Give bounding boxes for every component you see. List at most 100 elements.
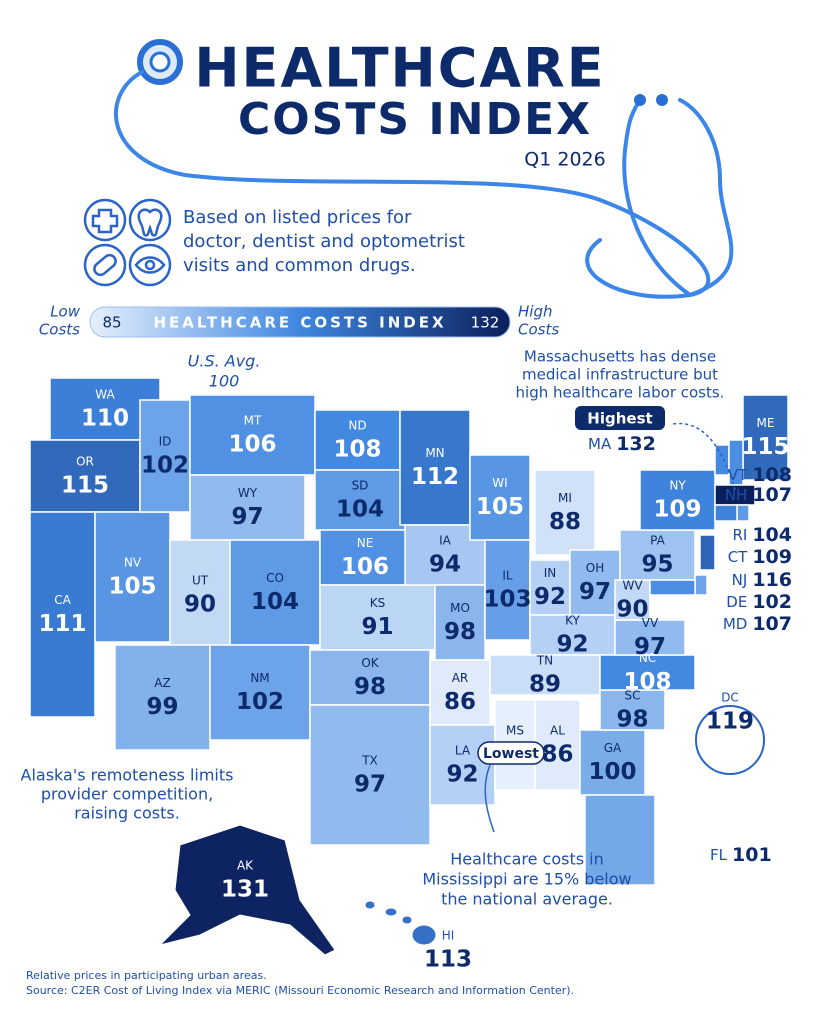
state-code: TX xyxy=(361,754,378,768)
state-code: DE xyxy=(726,593,747,611)
state-value: 90 xyxy=(184,592,216,618)
state-code: CT xyxy=(728,548,748,566)
note: medical infrastructure but xyxy=(522,366,718,384)
state-code: OH xyxy=(586,561,604,575)
note: the national average. xyxy=(441,890,613,909)
state xyxy=(579,729,646,796)
state-code: VT xyxy=(728,466,748,484)
description: Based on listed prices for xyxy=(183,207,412,228)
state-value: 106 xyxy=(341,554,389,580)
legend-low: Low xyxy=(50,303,81,321)
state-code: TN xyxy=(536,654,553,668)
note: Mississippi are 15% below xyxy=(422,870,631,889)
state xyxy=(649,579,696,596)
state-code: FL xyxy=(710,846,728,864)
state-value: 111 xyxy=(38,611,86,637)
state-code: NV xyxy=(124,556,142,570)
state-code: WY xyxy=(238,486,258,500)
state xyxy=(469,454,531,541)
state xyxy=(309,704,431,846)
state xyxy=(742,394,789,481)
state-value: 108 xyxy=(623,669,671,695)
arrow xyxy=(671,422,736,491)
footer: Relative prices in participating urban a… xyxy=(26,969,267,982)
state-code: PA xyxy=(650,534,665,548)
state-code: NJ xyxy=(732,571,748,589)
state-value: 110 xyxy=(81,406,129,432)
state-value: 113 xyxy=(424,947,472,973)
state-value: 104 xyxy=(752,524,792,546)
note: Healthcare costs in xyxy=(450,850,604,869)
state-code: NH xyxy=(725,486,748,504)
state-label: NJ 116 xyxy=(732,569,792,591)
us-average-label: U.S. Avg. xyxy=(188,352,261,371)
state-value: 107 xyxy=(752,484,792,506)
state-code: MN xyxy=(425,446,444,460)
state xyxy=(29,511,96,718)
state-code: NC xyxy=(639,651,656,665)
state xyxy=(534,469,596,556)
state xyxy=(714,504,738,522)
state-value: 94 xyxy=(429,552,461,578)
note: raising costs. xyxy=(74,804,180,823)
state-label: RI 104 xyxy=(732,524,792,546)
state-label: DE 102 xyxy=(726,591,792,613)
description: visits and common drugs. xyxy=(183,255,416,276)
lowest-badge xyxy=(477,741,545,765)
state-value: 131 xyxy=(221,877,269,903)
state-value: 106 xyxy=(228,432,276,458)
state-value: 100 xyxy=(588,759,636,785)
state xyxy=(714,444,730,476)
state-code: MS xyxy=(506,724,524,738)
state-value: 112 xyxy=(411,464,459,490)
state-value: 115 xyxy=(741,434,789,460)
state xyxy=(599,654,696,691)
state-code: AK xyxy=(237,859,254,873)
state xyxy=(209,644,311,741)
state xyxy=(139,399,191,513)
state-code: AR xyxy=(452,671,469,685)
state-label: CT 109 xyxy=(728,546,792,568)
highest-badge xyxy=(575,406,665,430)
state-value: 92 xyxy=(446,762,478,788)
state xyxy=(736,504,750,522)
note: high healthcare labor costs. xyxy=(516,384,725,402)
state-value: 92 xyxy=(534,584,566,610)
lowest-label: Lowest xyxy=(483,746,539,762)
state xyxy=(529,559,571,616)
state-value: 107 xyxy=(752,613,792,635)
state-value: 97 xyxy=(231,504,263,530)
state xyxy=(399,409,471,526)
state-value: 98 xyxy=(444,619,476,645)
legend-high: Costs xyxy=(518,321,559,339)
state-code: RI xyxy=(732,526,747,544)
state-code: ID xyxy=(159,435,172,449)
state-value: 92 xyxy=(556,632,588,658)
state-value: 104 xyxy=(251,589,299,615)
state-value: 86 xyxy=(541,742,573,768)
state-code: KY xyxy=(565,614,580,628)
state-code: CA xyxy=(54,593,71,607)
state-value: 97 xyxy=(579,579,611,605)
state xyxy=(429,724,496,806)
description: doctor, dentist and optometrist xyxy=(183,231,465,252)
state-code: SD xyxy=(352,479,369,493)
note: Massachusetts has dense xyxy=(524,348,716,366)
state-code: WA xyxy=(95,388,115,402)
legend-high: High xyxy=(518,303,552,321)
state-value: 90 xyxy=(616,597,648,623)
state-label: VT 108 xyxy=(728,464,792,486)
state-value: 132 xyxy=(616,433,656,455)
state-code: GA xyxy=(604,741,622,755)
state-value: 108 xyxy=(752,464,792,486)
state-value: 105 xyxy=(108,574,156,600)
state-code: WV xyxy=(622,579,643,593)
state-code: ND xyxy=(348,419,366,433)
dc-inset xyxy=(695,705,765,775)
state-code: NE xyxy=(357,536,374,550)
state-code: AL xyxy=(550,724,565,738)
state xyxy=(314,469,406,531)
state-value: 99 xyxy=(146,694,178,720)
